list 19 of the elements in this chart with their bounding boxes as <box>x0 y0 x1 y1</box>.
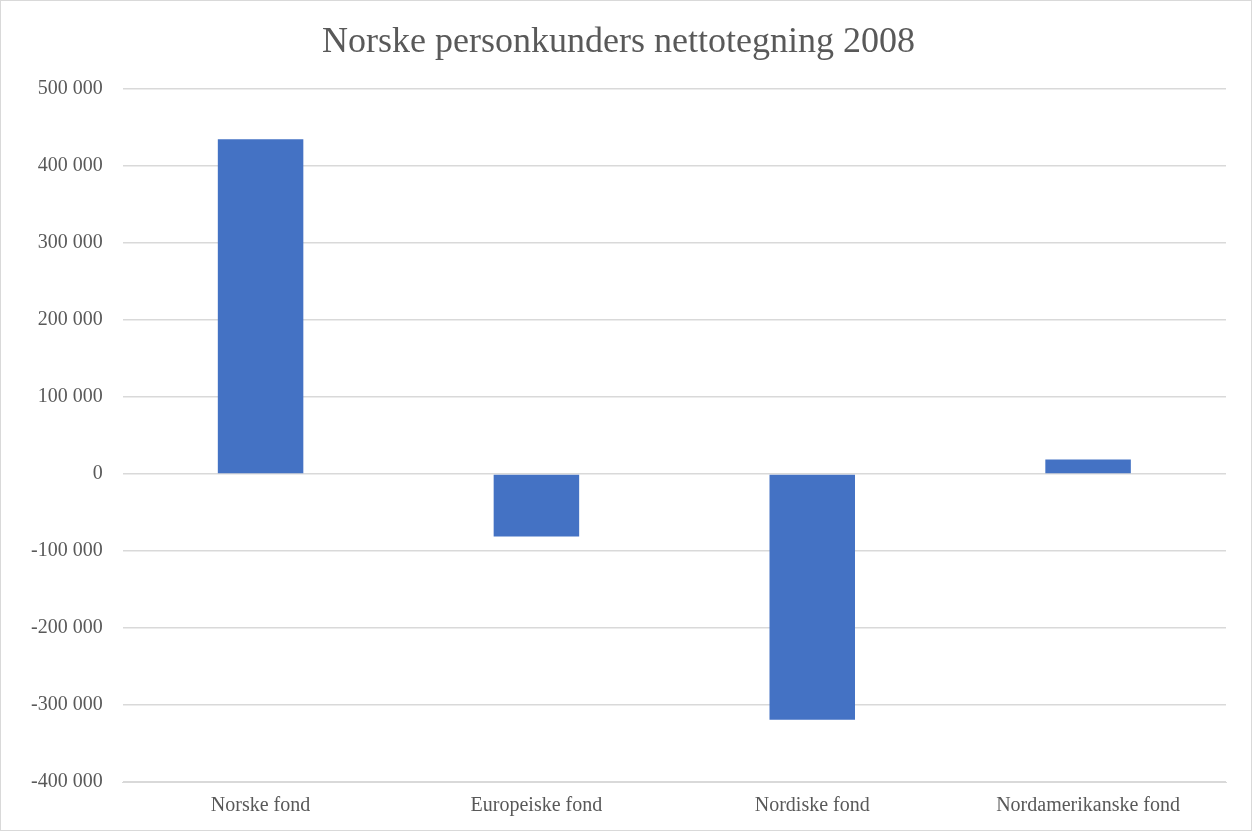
y-tick-label: 500 000 <box>37 76 103 99</box>
bar <box>493 474 580 537</box>
y-tick-label: 100 000 <box>37 384 103 407</box>
y-tick-label: 0 <box>92 461 103 484</box>
bar <box>1045 459 1131 474</box>
y-tick-label: 300 000 <box>37 230 103 253</box>
y-tick-label: 400 000 <box>37 153 103 176</box>
y-tick-label: -100 000 <box>30 538 103 561</box>
x-tick-label: Nordamerikanske fond <box>996 793 1180 816</box>
bar <box>769 474 855 720</box>
x-tick-label: Nordiske fond <box>754 793 870 816</box>
y-tick-label: -200 000 <box>30 615 103 638</box>
bar <box>217 139 304 474</box>
chart-title: Norske personkunders nettotegning 2008 <box>322 20 915 61</box>
x-tick-label: Europeiske fond <box>470 793 603 817</box>
y-tick-label: -300 000 <box>30 692 103 715</box>
x-tick-label: Norske fond <box>210 793 311 816</box>
y-tick-label: -400 000 <box>30 769 103 792</box>
y-tick-label: 200 000 <box>37 307 103 330</box>
